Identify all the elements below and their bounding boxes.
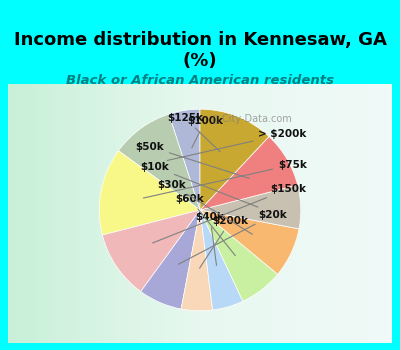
- Wedge shape: [200, 210, 243, 310]
- Text: ⓘ City-Data.com: ⓘ City-Data.com: [213, 114, 291, 124]
- Wedge shape: [141, 210, 200, 309]
- Text: $10k: $10k: [140, 162, 258, 207]
- Wedge shape: [200, 210, 278, 301]
- Text: $30k: $30k: [158, 180, 252, 234]
- Wedge shape: [200, 136, 298, 210]
- Text: $50k: $50k: [135, 141, 250, 178]
- Wedge shape: [99, 151, 200, 235]
- Text: $75k: $75k: [143, 160, 307, 198]
- Text: Income distribution in Kennesaw, GA
(%): Income distribution in Kennesaw, GA (%): [14, 32, 386, 70]
- Wedge shape: [102, 210, 200, 292]
- Text: $60k: $60k: [176, 194, 235, 256]
- Wedge shape: [200, 109, 269, 210]
- Wedge shape: [181, 210, 213, 311]
- Wedge shape: [118, 114, 200, 210]
- Text: $20k: $20k: [178, 210, 287, 264]
- Text: $150k: $150k: [152, 184, 307, 243]
- Wedge shape: [169, 109, 200, 210]
- Text: $125k: $125k: [167, 113, 220, 152]
- Text: Black or African American residents: Black or African American residents: [66, 74, 334, 86]
- Text: > $200k: > $200k: [167, 130, 307, 160]
- Text: $40k: $40k: [196, 212, 224, 265]
- Wedge shape: [200, 185, 301, 229]
- Text: $200k: $200k: [200, 216, 248, 268]
- Text: $100k: $100k: [187, 116, 223, 148]
- Wedge shape: [200, 210, 299, 274]
